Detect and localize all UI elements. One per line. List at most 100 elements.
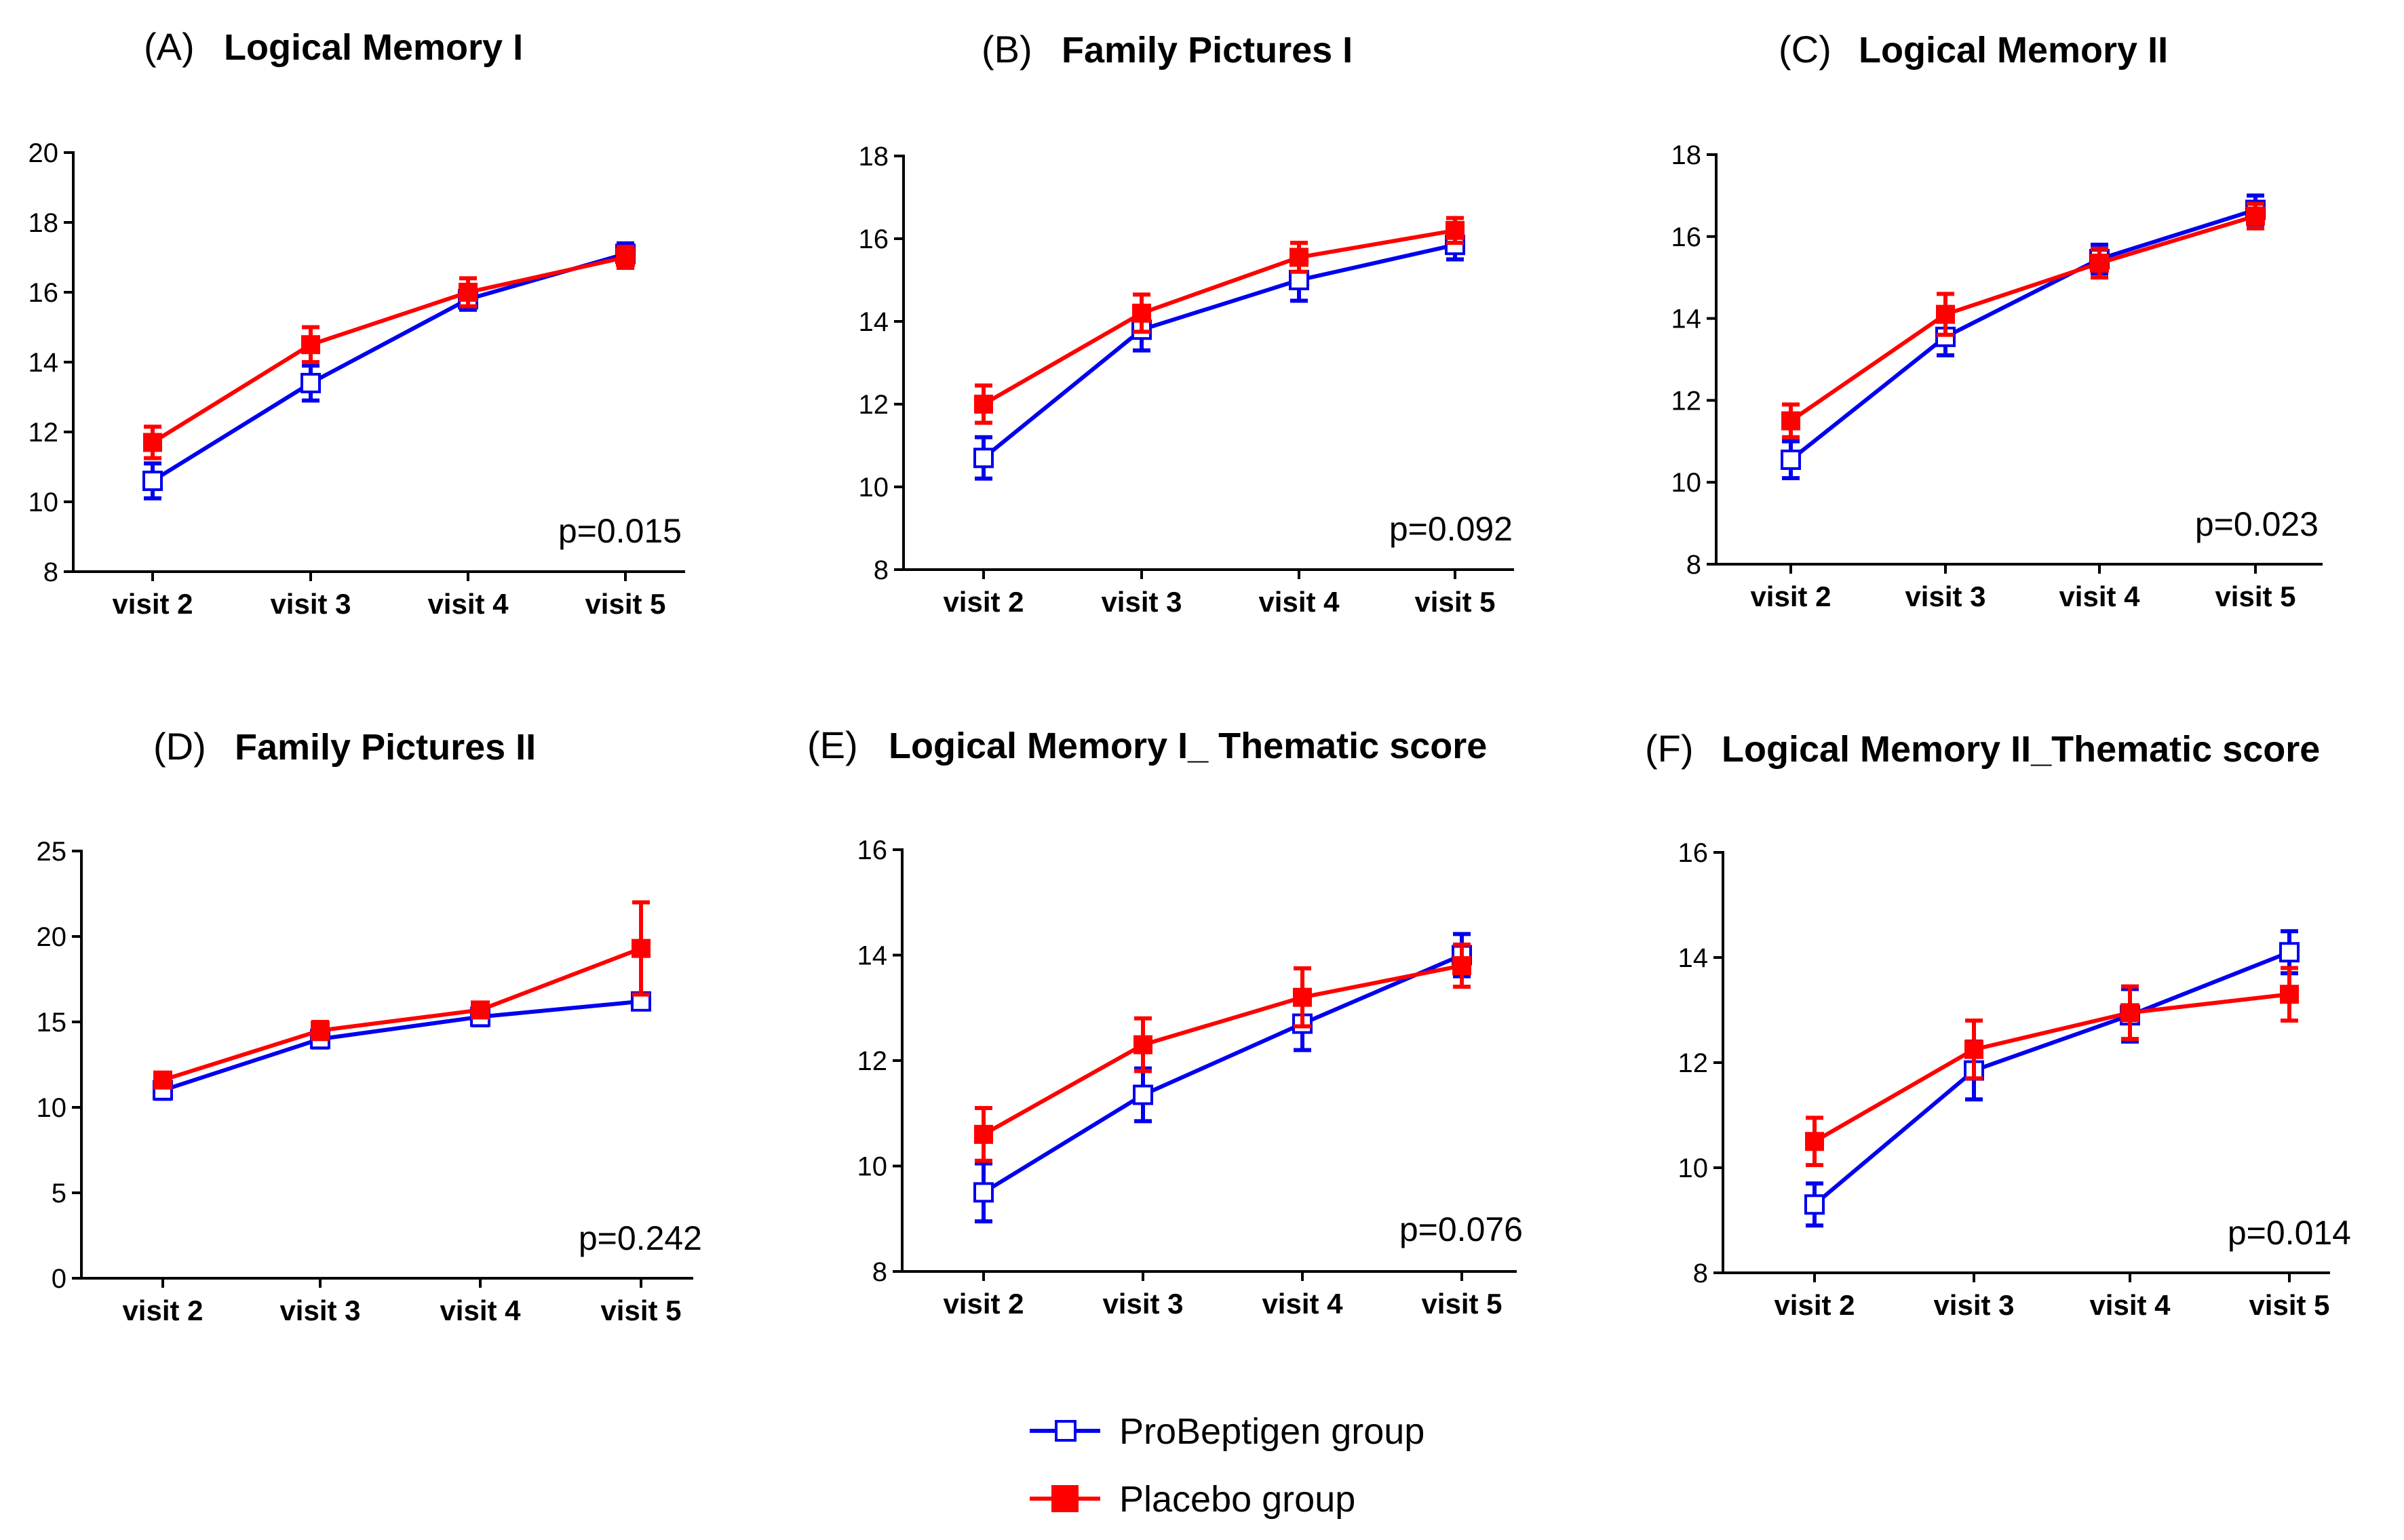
series-placebo — [143, 245, 635, 460]
data-point — [459, 283, 478, 302]
series-probeptigen — [142, 241, 636, 500]
panel-d: (D) Family Pictures II 0 5 10 15 20 25 visit 2 vi… — [37, 725, 703, 1326]
x-tick-label: visit 3 — [1101, 586, 1182, 618]
panel-letter: (C) — [1779, 28, 1831, 71]
data-point — [301, 335, 320, 355]
y-tick-label: 14 — [1678, 943, 1709, 973]
y-tick-label: 8 — [1693, 1259, 1708, 1288]
data-point — [2246, 206, 2265, 226]
data-point — [1452, 956, 1471, 976]
x-tick-label: visit 2 — [943, 1288, 1024, 1320]
y-tick-label: 12 — [1678, 1048, 1709, 1078]
x-tick-label: visit 5 — [1421, 1288, 1502, 1320]
panel-letter: (B) — [982, 28, 1032, 71]
legend-label: Placebo group — [1119, 1479, 1355, 1520]
data-point — [1290, 248, 1308, 267]
y-tick-label: 20 — [37, 922, 67, 952]
data-point — [1446, 220, 1465, 240]
y-tick-label: 8 — [1686, 550, 1701, 580]
data-point — [300, 372, 321, 393]
series-placebo — [1781, 201, 2265, 439]
x-tick-label: visit 5 — [1414, 586, 1495, 618]
data-point — [2090, 254, 2109, 273]
y-tick-label: 14 — [28, 348, 59, 378]
data-point — [632, 939, 651, 958]
panel-a: (A) Logical Memory I 8 10 12 14 16 18 20 visit 2 v… — [28, 25, 685, 620]
series-line — [151, 252, 626, 483]
series-placebo — [974, 942, 1471, 1163]
x-tick-label: visit 4 — [1258, 586, 1340, 618]
y-tick-label: 10 — [1671, 468, 1702, 498]
data-point — [973, 1182, 994, 1203]
x-tick-label: visit 4 — [1262, 1288, 1343, 1320]
x-tick-label: visit 3 — [1102, 1288, 1183, 1320]
series-line — [982, 228, 1456, 406]
x-tick-label: visit 4 — [2089, 1289, 2171, 1321]
data-point — [1132, 303, 1151, 323]
x-tick-label: visit 4 — [427, 588, 509, 620]
y-tick-label: 14 — [857, 941, 888, 971]
y-tick-label: 18 — [1671, 140, 1702, 170]
x-tick-label: visit 3 — [270, 588, 351, 620]
y-tick-label: 12 — [1671, 386, 1702, 416]
panel-title: Logical Memory I_ Thematic score — [889, 726, 1487, 766]
data-point — [153, 1070, 172, 1090]
series-line — [1813, 950, 2291, 1206]
series-line — [982, 953, 1463, 1194]
data-point — [143, 433, 162, 452]
y-tick-label: 10 — [28, 488, 59, 517]
y-tick-label: 0 — [52, 1264, 66, 1294]
data-point — [2120, 1003, 2139, 1023]
series-probeptigen — [973, 228, 1465, 481]
series-line — [1789, 208, 2256, 462]
x-tick-label: visit 4 — [2059, 580, 2140, 612]
x-tick-label: visit 2 — [112, 588, 193, 620]
data-point — [974, 1124, 993, 1144]
x-tick-label: visit 2 — [1774, 1289, 1855, 1321]
y-tick-label: 12 — [859, 390, 889, 420]
data-point — [974, 395, 993, 414]
y-tick-label: 10 — [1678, 1153, 1709, 1183]
data-point — [2279, 942, 2300, 963]
panel-letter: (F) — [1645, 727, 1694, 770]
series-probeptigen — [153, 991, 651, 1101]
series-probeptigen — [1804, 929, 2300, 1228]
y-tick-label: 10 — [859, 473, 889, 502]
series-probeptigen — [1781, 193, 2266, 481]
legend: ProBeptigen group Placebo group — [1030, 1411, 1424, 1520]
data-point — [1293, 987, 1312, 1007]
y-tick-label: 12 — [28, 418, 59, 448]
x-tick-label: visit 2 — [1750, 580, 1831, 612]
series-placebo — [153, 900, 651, 1090]
p-value: p=0.092 — [1389, 510, 1513, 548]
panel-e: (E) Logical Memory I_ Thematic score 8 10 12… — [807, 724, 1523, 1320]
data-point — [471, 1000, 490, 1020]
data-point — [311, 1021, 330, 1040]
legend-label: ProBeptigen group — [1119, 1411, 1424, 1452]
data-point — [1781, 449, 1801, 470]
series-line — [1789, 214, 2256, 423]
y-tick-label: 16 — [859, 224, 889, 254]
y-tick-label: 14 — [1671, 304, 1702, 334]
p-value: p=0.076 — [1399, 1210, 1523, 1248]
data-point — [1133, 1084, 1153, 1105]
panel-letter: (D) — [153, 725, 206, 768]
data-point — [1936, 304, 1955, 324]
y-tick-label: 16 — [1671, 222, 1702, 252]
series-line — [982, 964, 1462, 1137]
p-value: p=0.015 — [558, 512, 682, 550]
panel-title: Logical Memory I — [224, 27, 523, 68]
y-tick-label: 15 — [37, 1008, 67, 1038]
data-point — [1805, 1132, 1824, 1151]
data-point — [2280, 985, 2299, 1004]
x-tick-label: visit 3 — [1905, 580, 1985, 612]
panel-title: Logical Memory II — [1859, 30, 2168, 71]
y-tick-label: 18 — [28, 208, 59, 238]
panel-c: (C) Logical Memory II 8 10 12 14 16 18 visit 2 vi… — [1671, 28, 2323, 612]
x-tick-label: visit 2 — [122, 1295, 203, 1326]
data-point — [1964, 1040, 1983, 1059]
legend-item-placebo: Placebo group — [1030, 1479, 1355, 1520]
legend-marker — [1055, 1420, 1077, 1442]
y-tick-label: 8 — [43, 557, 58, 587]
